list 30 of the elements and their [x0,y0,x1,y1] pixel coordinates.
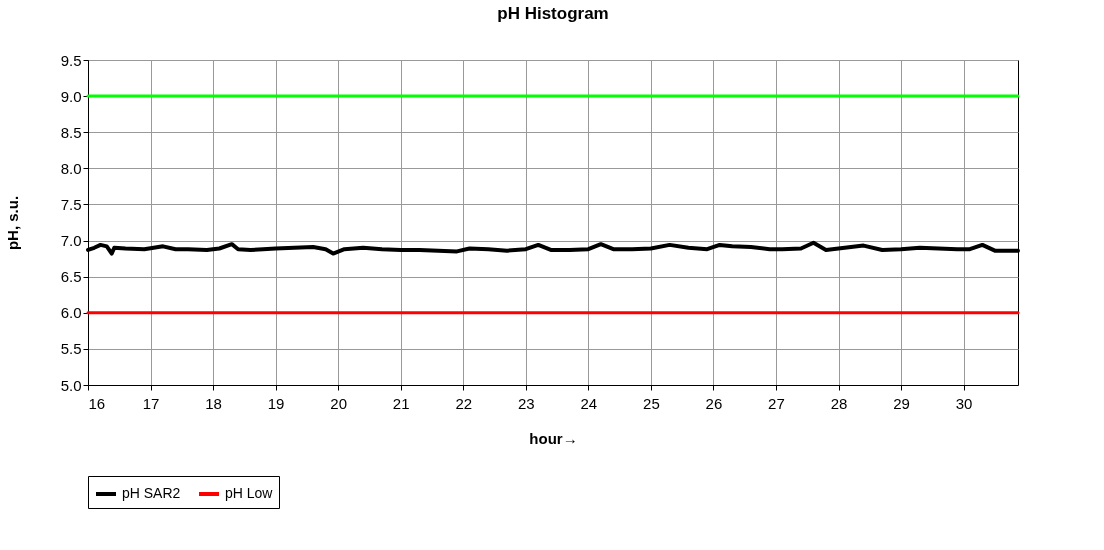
x-tick-label: 23 [517,394,535,412]
x-tick-label: 29 [893,394,910,412]
y-tick-label: 9.5 [60,51,82,69]
x-tick-label: 24 [580,394,598,412]
y-tick-label: 5.5 [60,340,82,358]
y-tick-label: 7.0 [60,232,82,250]
x-tick-label: 22 [455,394,473,412]
y-tick-label: 6.5 [60,268,82,286]
x-axis-title: hour→ [529,429,578,447]
chart-title: pH Histogram [497,4,609,23]
y-tick-label: 8.0 [60,159,82,177]
y-tick-label: 5.0 [60,376,82,394]
x-tick-label: 26 [705,394,723,412]
x-tick-label: 17 [142,394,160,412]
y-tick-label: 6.0 [60,304,82,322]
y-axis-title: pH, s.u. [3,195,21,251]
x-tick-label: 20 [330,394,348,412]
x-tick-label: 21 [392,394,410,412]
x-tick-label: 19 [267,394,285,412]
x-tick-label: 25 [643,394,660,412]
x-tick-label: 28 [830,394,848,412]
y-tick-label: 7.5 [60,195,82,213]
x-tick-label: 18 [205,394,222,412]
x-tick-label: 30 [955,394,973,412]
y-tick-label: 8.5 [60,123,82,141]
legend-label: pH Low [225,485,274,501]
x-tick-label: 16 [88,394,106,412]
x-tick-label: 27 [768,394,785,412]
legend-label: pH SAR2 [122,485,181,501]
y-tick-label: 9.0 [60,87,82,105]
